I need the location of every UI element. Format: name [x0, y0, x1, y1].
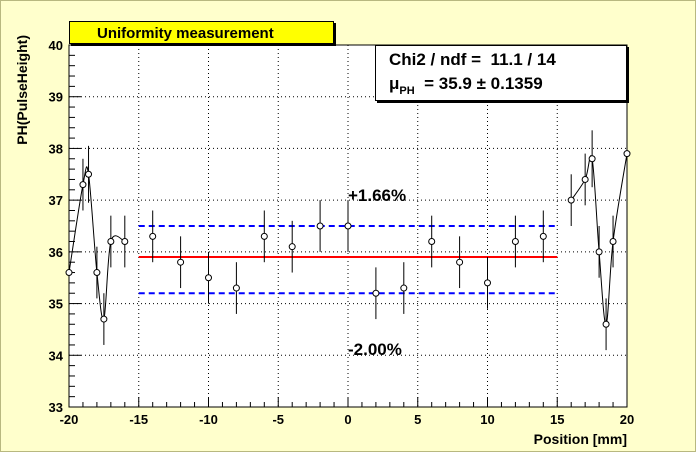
x-axis-title: Position [mm] — [534, 431, 627, 447]
data-point — [400, 284, 408, 292]
lower-percent-annotation: -2.00% — [348, 340, 402, 359]
data-point — [567, 196, 575, 204]
chi2-row: Chi2 / ndf = 11.1 / 14 — [389, 50, 556, 70]
data-point — [428, 238, 436, 246]
data-point — [539, 232, 547, 240]
data-point — [316, 222, 324, 230]
y-tick-label: 35 — [49, 297, 63, 312]
x-tick-label: 0 — [344, 412, 351, 427]
data-point — [100, 315, 108, 323]
data-point — [177, 258, 185, 266]
data-point — [581, 175, 589, 183]
y-tick-label: 33 — [49, 400, 63, 415]
x-tick-label: -15 — [129, 412, 148, 427]
data-point — [232, 284, 240, 292]
chart-title: Uniformity measurement — [69, 21, 334, 44]
data-point — [511, 238, 519, 246]
y-tick-label: 38 — [49, 141, 63, 156]
upper-percent-annotation: +1.66% — [348, 186, 406, 205]
data-point — [602, 320, 610, 328]
y-tick-label: 37 — [49, 193, 63, 208]
chi2-label: Chi2 / ndf = — [389, 50, 482, 69]
data-point — [372, 289, 380, 297]
mu-symbol: μ — [389, 74, 400, 93]
data-point — [85, 170, 93, 178]
y-axis-title: PH(PulseHeight) — [14, 35, 30, 145]
x-tick-label: -5 — [272, 412, 284, 427]
data-point — [107, 238, 115, 246]
y-tick-label: 34 — [49, 348, 64, 363]
plot-frame — [68, 44, 628, 408]
data-point — [484, 279, 491, 287]
y-tick-label: 36 — [49, 245, 63, 260]
x-tick-label: 10 — [480, 412, 494, 427]
data-point — [588, 155, 596, 163]
x-tick-label: 5 — [414, 412, 421, 427]
data-point — [344, 222, 352, 230]
x-tick-label: -20 — [60, 412, 79, 427]
data-point — [609, 238, 617, 246]
data-point — [288, 243, 296, 251]
data-point — [260, 232, 268, 240]
data-point — [205, 274, 212, 282]
data-point — [93, 269, 101, 277]
data-point — [595, 248, 603, 256]
y-tick-label: 40 — [49, 38, 63, 53]
mu-value: = 35.9 ± 0.1359 — [424, 74, 543, 93]
data-point — [65, 269, 73, 277]
data-point — [149, 232, 157, 240]
y-tick-label: 39 — [49, 90, 63, 105]
x-tick-label: -10 — [199, 412, 218, 427]
fit-stats-box: Chi2 / ndf = 11.1 / 14 μPH = 35.9 ± 0.13… — [375, 45, 627, 101]
x-tick-label: 20 — [620, 412, 634, 427]
mu-row: μPH = 35.9 ± 0.1359 — [389, 74, 543, 97]
data-point — [79, 181, 87, 189]
mu-subscript: PH — [399, 85, 415, 97]
x-tick-label: 15 — [550, 412, 564, 427]
data-point — [121, 238, 129, 246]
chi2-value: 11.1 / 14 — [490, 50, 556, 69]
data-point — [456, 258, 464, 266]
data-point — [623, 150, 631, 158]
